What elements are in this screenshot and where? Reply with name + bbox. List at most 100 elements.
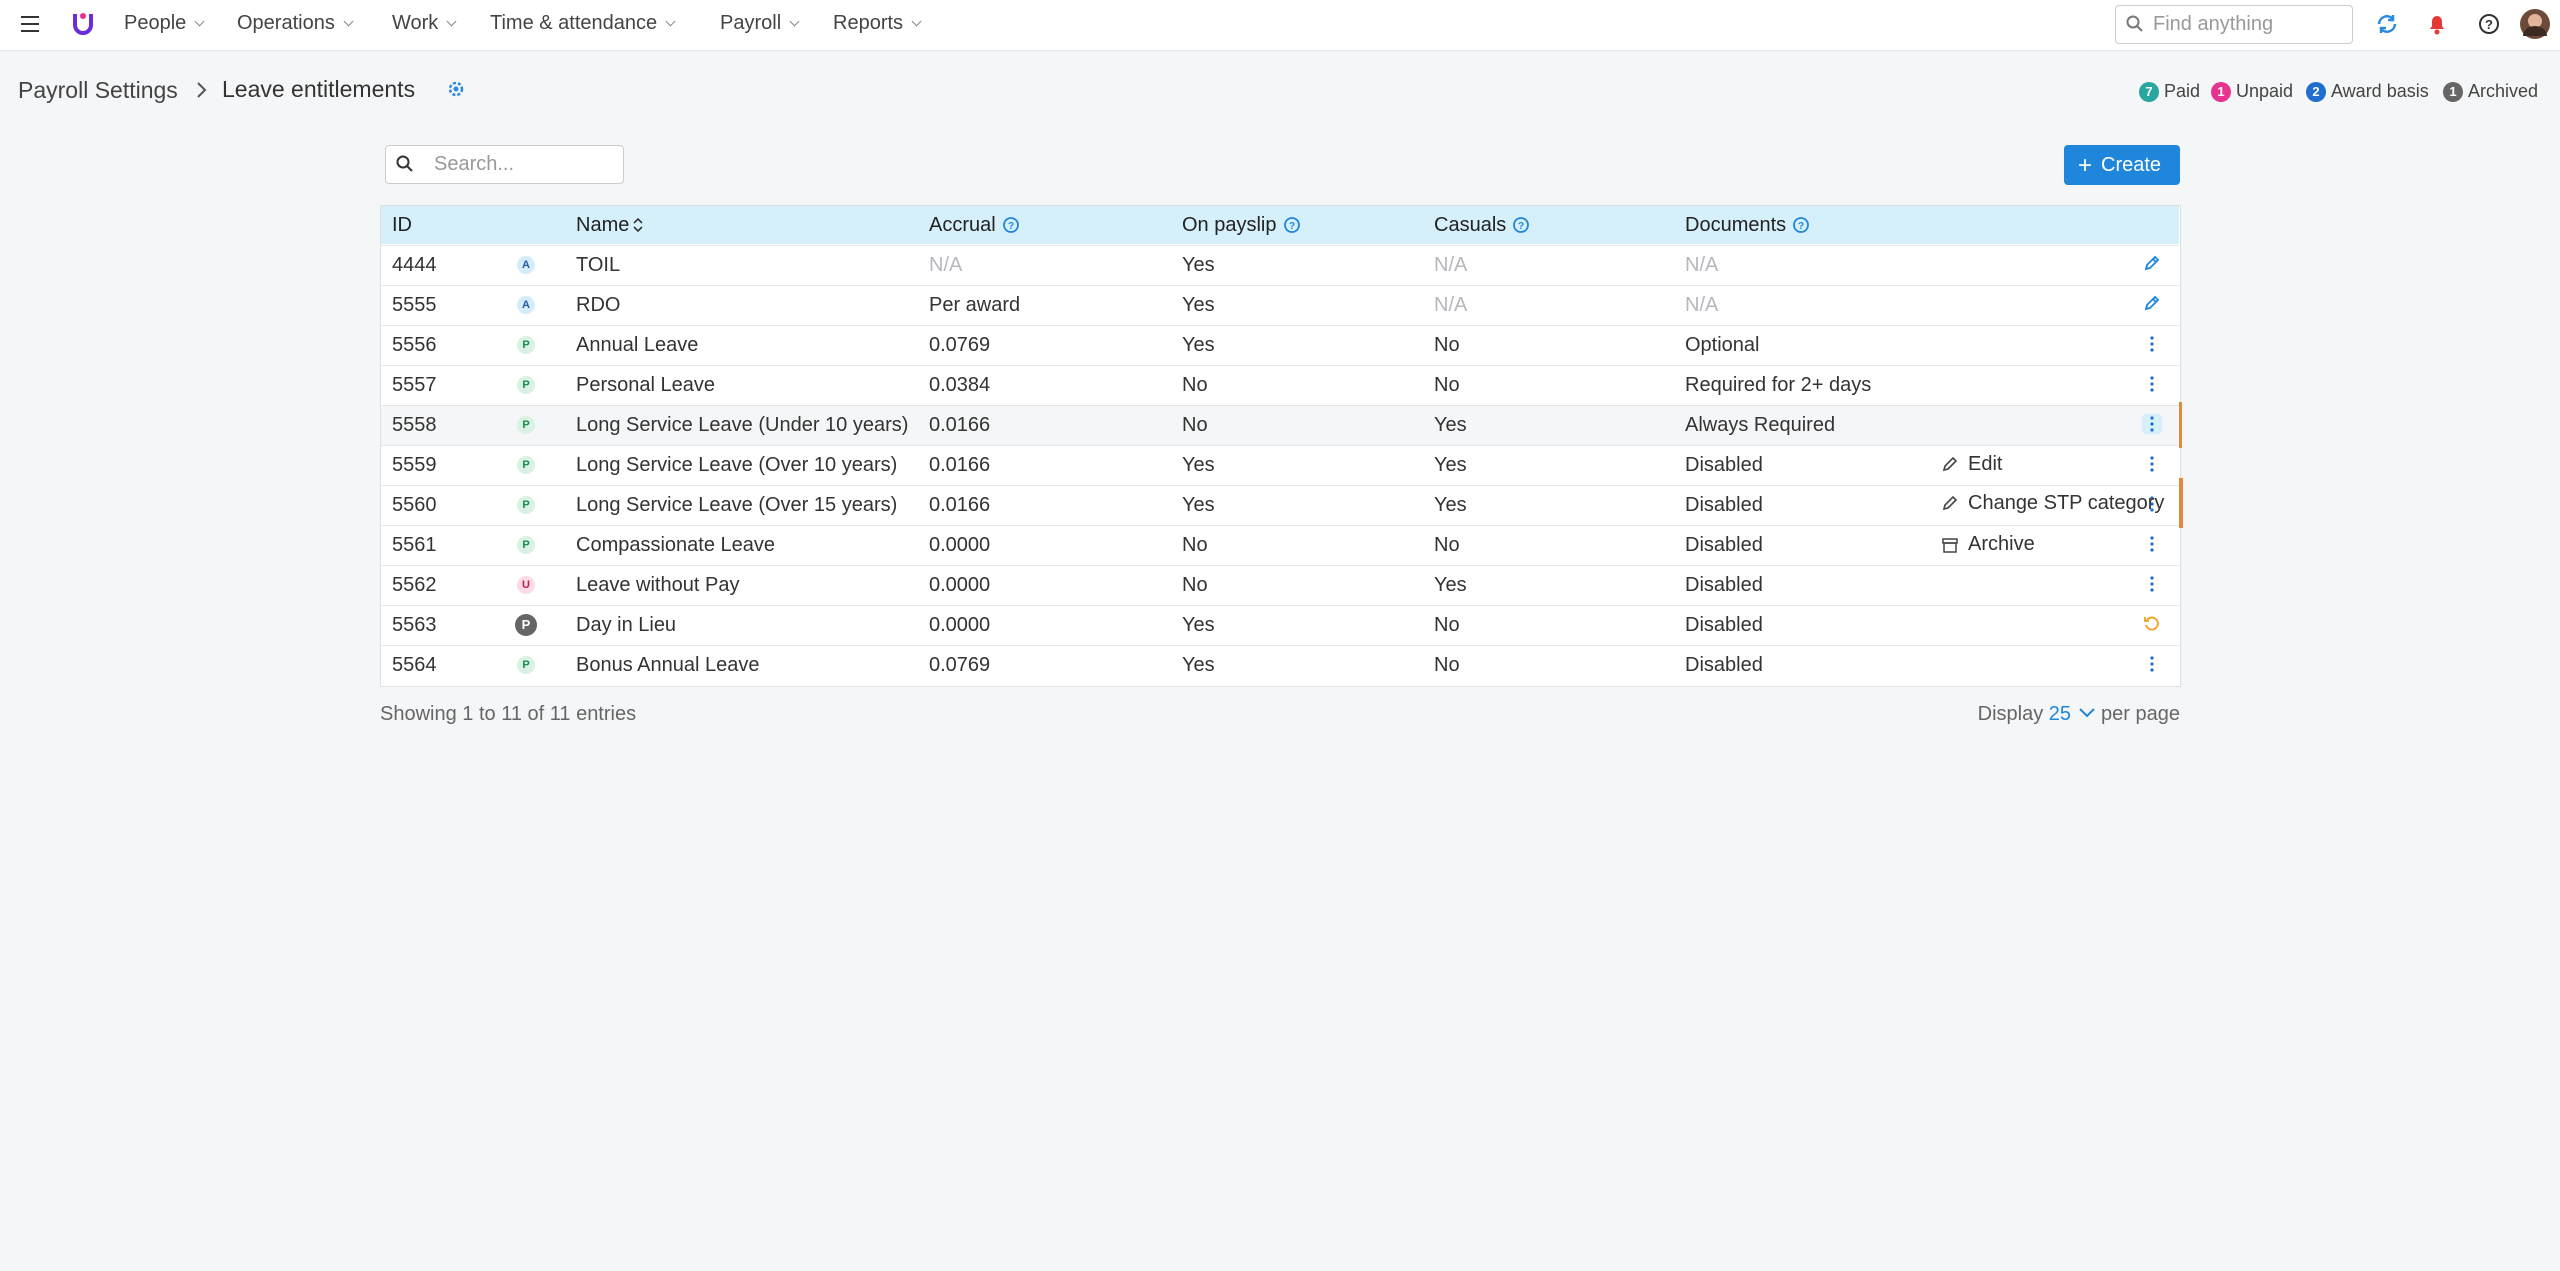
cell-documents: Disabled bbox=[1685, 654, 1763, 676]
breadcrumb-current: Leave entitlements bbox=[222, 76, 416, 102]
nav-item[interactable]: Payroll bbox=[720, 12, 798, 35]
type-badge: P bbox=[517, 456, 535, 474]
notification-icon[interactable] bbox=[2426, 12, 2448, 36]
cell-id: 5559 bbox=[392, 454, 437, 476]
sync-icon[interactable] bbox=[2375, 12, 2399, 36]
help-icon[interactable]: ? bbox=[1002, 216, 1020, 234]
cell-id: 5558 bbox=[392, 414, 437, 436]
cell-documents: Disabled bbox=[1685, 534, 1763, 556]
table-search[interactable] bbox=[385, 145, 624, 184]
row-action[interactable] bbox=[2142, 374, 2162, 394]
cell-payslip: Yes bbox=[1182, 294, 1215, 316]
menu-icon[interactable] bbox=[20, 15, 40, 33]
table-row bbox=[381, 405, 2179, 445]
row-action[interactable] bbox=[2142, 614, 2162, 634]
column-header: Casuals bbox=[1434, 214, 1507, 236]
table-row bbox=[381, 605, 2179, 645]
table-row bbox=[381, 365, 2179, 405]
cell-id: 5560 bbox=[392, 494, 437, 516]
cell-accrual: Per award bbox=[929, 294, 1021, 316]
column-header: On payslip bbox=[1182, 214, 1277, 236]
cell-name: Leave without Pay bbox=[576, 574, 740, 596]
cell-casuals: Yes bbox=[1434, 414, 1467, 436]
legend-label: Award basis bbox=[2331, 81, 2429, 101]
row-action[interactable] bbox=[2142, 254, 2162, 274]
table-row bbox=[381, 325, 2179, 365]
row-action[interactable] bbox=[2142, 654, 2162, 674]
cell-id: 5563 bbox=[392, 614, 437, 636]
cell-payslip: Yes bbox=[1182, 454, 1215, 476]
logo[interactable] bbox=[72, 11, 94, 37]
cell-accrual: 0.0166 bbox=[929, 414, 991, 436]
cell-payslip: No bbox=[1182, 414, 1208, 436]
column-header[interactable]: Name bbox=[576, 214, 630, 236]
row-action[interactable] bbox=[2142, 534, 2162, 554]
cell-casuals: No bbox=[1434, 654, 1460, 676]
legend-item: 1 Archived bbox=[2443, 81, 2538, 102]
global-search[interactable] bbox=[2115, 5, 2353, 44]
create-button[interactable]: + Create bbox=[2064, 145, 2180, 185]
cell-documents: Disabled bbox=[1685, 574, 1763, 596]
cell-documents: Disabled bbox=[1685, 614, 1763, 636]
cell-accrual: 0.0000 bbox=[929, 614, 991, 636]
cell-documents: Optional bbox=[1685, 334, 1760, 356]
legend-label: Archived bbox=[2468, 81, 2539, 101]
nav-item[interactable]: Reports bbox=[833, 12, 920, 35]
table-row bbox=[381, 445, 2179, 485]
table-row bbox=[381, 525, 2179, 565]
cell-id: 5564 bbox=[392, 654, 437, 676]
help-icon[interactable]: ? bbox=[1792, 216, 1810, 234]
column-header: Accrual bbox=[929, 214, 996, 236]
entries-info: Showing 1 to 11 of 11 entries bbox=[380, 703, 637, 725]
row-action[interactable] bbox=[2142, 334, 2162, 354]
cell-payslip: No bbox=[1182, 534, 1208, 556]
cell-payslip: Yes bbox=[1182, 654, 1215, 676]
row-action[interactable] bbox=[2142, 454, 2162, 474]
cell-accrual: 0.0000 bbox=[929, 574, 991, 596]
cell-id: 5556 bbox=[392, 334, 437, 356]
cell-name: Personal Leave bbox=[576, 374, 715, 396]
help-icon[interactable]: ? bbox=[2478, 13, 2500, 35]
nav-item[interactable]: Operations bbox=[237, 12, 352, 35]
cell-documents: Required for 2+ days bbox=[1685, 374, 1872, 396]
cell-name: Compassionate Leave bbox=[576, 534, 776, 556]
cell-documents: Disabled bbox=[1685, 454, 1763, 476]
table-row bbox=[381, 245, 2179, 285]
row-action[interactable] bbox=[2142, 414, 2162, 434]
cell-name: Long Service Leave (Over 10 years) bbox=[576, 454, 898, 476]
legend-count: 1 bbox=[2443, 81, 2463, 102]
nav-item[interactable]: People bbox=[124, 12, 203, 35]
nav-item[interactable]: Work bbox=[392, 12, 455, 35]
legend-item: 1 Unpaid bbox=[2211, 81, 2293, 102]
type-badge: U bbox=[517, 576, 535, 594]
cell-documents: N/A bbox=[1685, 254, 1719, 276]
cell-documents: N/A bbox=[1685, 294, 1719, 316]
cell-id: 5557 bbox=[392, 374, 437, 396]
type-badge: A bbox=[517, 296, 535, 314]
help-icon[interactable]: ? bbox=[1512, 216, 1530, 234]
type-badge: P bbox=[517, 336, 535, 354]
sort-icon[interactable] bbox=[632, 216, 644, 234]
type-badge: P bbox=[517, 656, 535, 674]
svg-text:?: ? bbox=[2485, 17, 2493, 32]
menu-item[interactable]: Archive bbox=[1968, 533, 2035, 555]
nav-item[interactable]: Time & attendance bbox=[490, 12, 674, 35]
menu-item[interactable]: Change STP category bbox=[1968, 492, 2165, 514]
help-icon[interactable]: ? bbox=[1283, 216, 1301, 234]
cell-payslip: Yes bbox=[1182, 494, 1215, 516]
menu-item[interactable]: Edit bbox=[1968, 453, 2003, 475]
avatar[interactable] bbox=[2519, 6, 2551, 42]
settings-icon[interactable] bbox=[446, 79, 466, 99]
column-header: ID bbox=[392, 214, 412, 236]
menu-icon bbox=[1942, 456, 1958, 472]
row-action[interactable] bbox=[2142, 294, 2162, 314]
cell-casuals: Yes bbox=[1434, 574, 1467, 596]
legend-item: 2 Award basis bbox=[2306, 81, 2429, 102]
page-size-value[interactable]: 25 bbox=[2048, 703, 2072, 725]
type-badge: P bbox=[517, 536, 535, 554]
breadcrumb-parent[interactable]: Payroll Settings bbox=[18, 77, 178, 103]
row-action[interactable] bbox=[2142, 494, 2162, 514]
search-icon bbox=[2126, 15, 2143, 32]
row-action[interactable] bbox=[2142, 574, 2162, 594]
table-row bbox=[381, 565, 2179, 605]
